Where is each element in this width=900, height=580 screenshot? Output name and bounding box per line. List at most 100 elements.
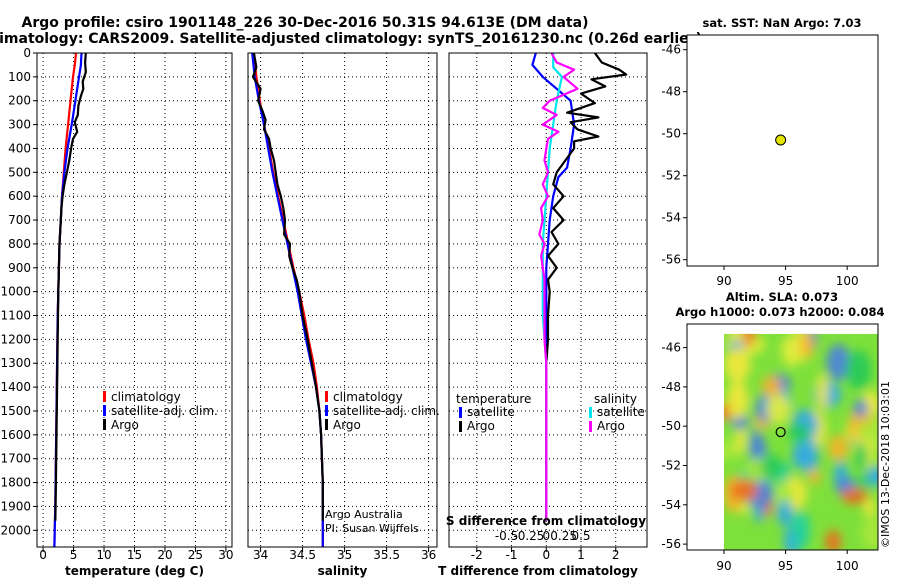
legend-swatch-argo — [103, 419, 106, 430]
x-tick-label: 90 — [716, 274, 731, 288]
sla-cell — [841, 487, 868, 505]
top-tick-label: -0.5 — [495, 529, 518, 543]
legend-swatch-diff-0 — [459, 407, 462, 418]
legend-label-argo: Argo — [333, 418, 361, 432]
map-frame — [686, 34, 879, 267]
y-tick-label: 1100 — [0, 309, 31, 323]
sla-cell — [761, 375, 782, 397]
y-tick-label: 900 — [8, 261, 31, 275]
y-tick-label: -52 — [661, 169, 681, 183]
y-tick-label: 1400 — [0, 380, 31, 394]
x-tick-label: -2 — [471, 548, 483, 562]
top-tick-label: 0.5 — [571, 529, 590, 543]
y-tick-label: 1500 — [0, 404, 31, 418]
legend-swatch-climatology — [325, 391, 328, 402]
x-tick-label: 100 — [836, 559, 859, 573]
x-tick-label: 2 — [612, 548, 620, 562]
sla-cell — [788, 423, 810, 443]
legend-label-satellite: satellite-adj. clim. — [333, 404, 440, 418]
legend-heading-temperature: temperature — [456, 392, 531, 406]
plot-frame — [448, 52, 648, 548]
x-tick-label: 5 — [70, 548, 78, 562]
top-tick-label: 0 — [542, 529, 550, 543]
sla-cell — [853, 399, 868, 417]
sla-cell — [723, 440, 740, 460]
x-tick-label: 20 — [157, 548, 172, 562]
sla-cell — [724, 347, 751, 382]
x-tick-label: 0 — [39, 548, 47, 562]
y-tick-label: -54 — [661, 498, 681, 512]
x-tick-label: 100 — [836, 274, 859, 288]
legend-label-climatology: climatology — [333, 390, 403, 404]
sla-cell — [765, 393, 791, 425]
legend-label-diff-3: Argo — [597, 419, 625, 433]
y-tick-label: -48 — [661, 380, 681, 394]
y-tick-label: 800 — [8, 237, 31, 251]
sla-cell — [726, 380, 749, 420]
y-tick-label: -54 — [661, 211, 681, 225]
sst-map-title: sat. SST: NaN Argo: 7.03 — [702, 16, 861, 30]
y-tick-label: 2000 — [0, 523, 31, 537]
y-tick-label: 100 — [8, 70, 31, 84]
sla-cell — [827, 435, 849, 461]
y-tick-label: 500 — [8, 165, 31, 179]
sla-cell — [730, 479, 759, 502]
sla-cell — [801, 438, 819, 475]
figure-title-line2: Climatology: CARS2009. Satellite-adjuste… — [0, 31, 702, 47]
x-tick-label: -1 — [506, 548, 518, 562]
legend-label-diff-2: satellite — [597, 405, 645, 419]
plot-frame — [36, 52, 233, 548]
legend-label-argo: Argo — [111, 418, 139, 432]
sla-cell — [826, 344, 851, 381]
y-tick-label: -50 — [661, 127, 681, 141]
legend-swatch-climatology — [103, 391, 106, 402]
legend-label-climatology: climatology — [111, 390, 181, 404]
sla-cell — [754, 504, 765, 523]
y-tick-label: 1600 — [0, 428, 31, 442]
sla-heatmap — [723, 333, 878, 550]
y-tick-label: -56 — [661, 253, 681, 267]
legend-swatch-satellite — [103, 405, 106, 416]
x-axis-label: T difference from climatology — [438, 564, 638, 578]
y-tick-label: -48 — [661, 85, 681, 99]
y-tick-label: 600 — [8, 189, 31, 203]
legend-swatch-satellite — [325, 405, 328, 416]
x-tick-label: 25 — [188, 548, 203, 562]
legend-heading-salinity: salinity — [594, 392, 637, 406]
top-axis-label: S difference from climatology — [446, 514, 646, 528]
x-tick-label: 35 — [337, 548, 352, 562]
x-tick-label: 95 — [778, 559, 793, 573]
x-tick-label: 10 — [96, 548, 111, 562]
x-tick-label: 35.5 — [373, 548, 400, 562]
y-tick-label: 0 — [23, 46, 31, 60]
x-axis-label: salinity — [318, 564, 368, 578]
annotation-argo-australia: Argo Australia — [325, 508, 403, 521]
x-tick-label: 34 — [253, 548, 268, 562]
series-line-temperature-argo — [545, 52, 628, 521]
sla-blobs — [723, 333, 878, 550]
x-tick-label: 1 — [577, 548, 585, 562]
imos-credit: ©IMOS 13-Dec-2018 10:03:01 — [879, 381, 892, 548]
legend-label-diff-1: Argo — [467, 419, 495, 433]
figure-title-line1: Argo profile: csiro 1901148_226 30-Dec-2… — [22, 15, 589, 31]
legend-swatch-diff-3 — [589, 421, 592, 432]
x-tick-label: 0 — [542, 548, 550, 562]
series-line-satellite-adj-clim- — [251, 52, 324, 547]
y-tick-label: 400 — [8, 141, 31, 155]
difference-panel: -2 -1 0 1 2 T difference from climatology temp… — [438, 52, 648, 578]
x-tick-label: 95 — [778, 274, 793, 288]
series-line-argo — [54, 52, 87, 521]
y-tick-label: 1800 — [0, 476, 31, 490]
sla-cell — [855, 442, 869, 471]
y-tick-label: -50 — [661, 419, 681, 433]
x-tick-label: 34.5 — [289, 548, 316, 562]
legend-swatch-diff-2 — [589, 407, 592, 418]
x-tick-label: 30 — [218, 548, 233, 562]
sla-cell — [865, 466, 878, 487]
sla-cell — [743, 333, 756, 347]
sla-cell — [825, 529, 842, 550]
sla-cell — [791, 510, 810, 550]
sla-cell — [861, 518, 878, 550]
sla-title-line1: Altim. SLA: 0.073 — [726, 290, 838, 304]
